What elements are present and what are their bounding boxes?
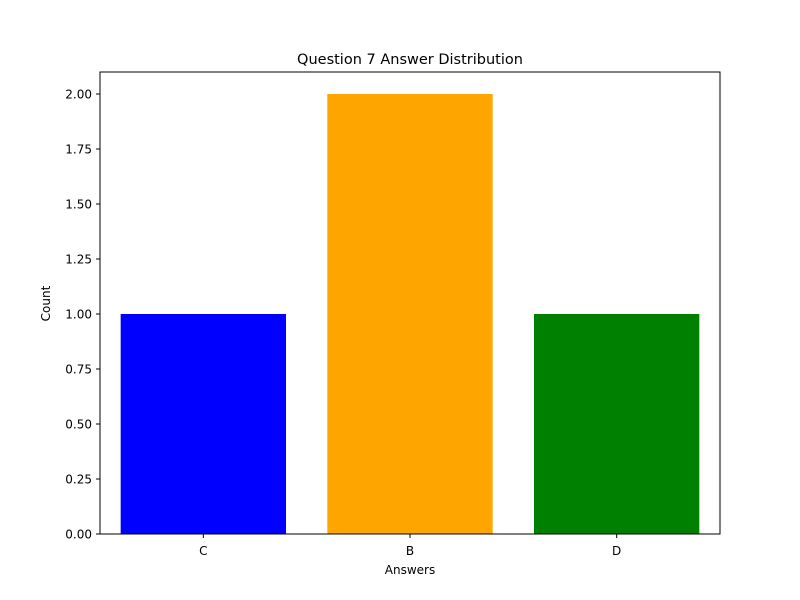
y-tick-label-0.75: 0.75 xyxy=(65,363,92,377)
bar-B xyxy=(327,94,493,534)
y-axis-label: Count xyxy=(39,285,53,321)
y-tick-label-1.50: 1.50 xyxy=(65,198,92,212)
y-tick-label-1.00: 1.00 xyxy=(65,308,92,322)
bar-D xyxy=(534,314,700,534)
x-tick-label-B: B xyxy=(406,544,414,558)
y-tick-label-2.00: 2.00 xyxy=(65,88,92,102)
y-tick-label-1.25: 1.25 xyxy=(65,253,92,267)
x-tick-label-D: D xyxy=(612,544,621,558)
bars-layer xyxy=(120,94,700,534)
y-tick-label-0.00: 0.00 xyxy=(65,528,92,542)
axes-layer: C B D 0.00 0.25 0.50 0.75 1.00 1.25 1.50 1.75 2.00 xyxy=(65,71,721,558)
bar-C xyxy=(120,314,287,534)
x-tick-label-C: C xyxy=(199,544,207,558)
chart-title: Question 7 Answer Distribution xyxy=(297,52,523,68)
y-tick-label-0.50: 0.50 xyxy=(65,418,92,432)
y-tick-label-0.25: 0.25 xyxy=(65,473,92,487)
x-axis-label: Answers xyxy=(385,563,435,577)
y-tick-label-1.75: 1.75 xyxy=(65,143,92,157)
